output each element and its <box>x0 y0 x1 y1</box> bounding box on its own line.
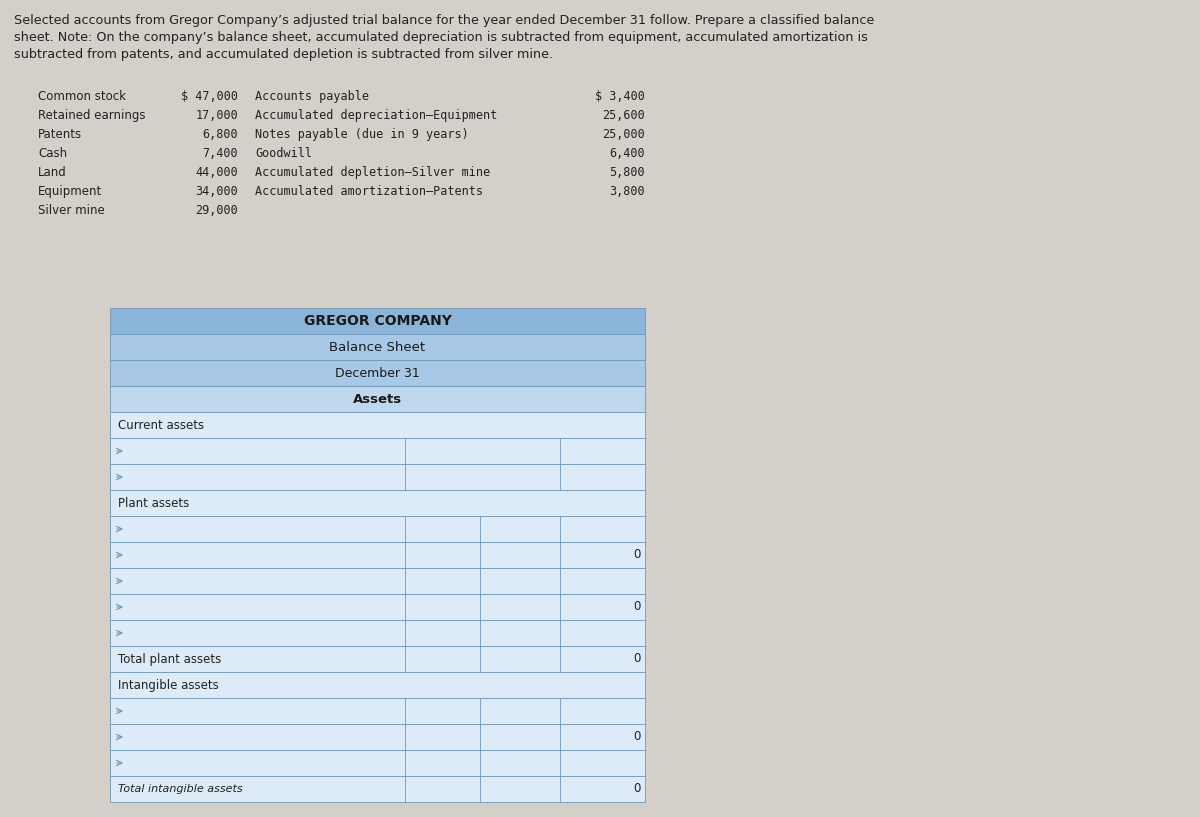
Bar <box>110 308 646 334</box>
Text: Goodwill: Goodwill <box>256 147 312 160</box>
Text: Accumulated depletion–Silver mine: Accumulated depletion–Silver mine <box>256 166 490 179</box>
Text: 29,000: 29,000 <box>196 204 238 217</box>
Bar <box>110 672 646 698</box>
Text: Total intangible assets: Total intangible assets <box>118 784 242 794</box>
Bar <box>110 516 646 542</box>
Bar <box>110 412 646 438</box>
Text: Retained earnings: Retained earnings <box>38 109 145 122</box>
Text: $ 47,000: $ 47,000 <box>181 90 238 103</box>
Text: 0: 0 <box>634 548 641 561</box>
Text: GREGOR COMPANY: GREGOR COMPANY <box>304 314 451 328</box>
Text: 34,000: 34,000 <box>196 185 238 198</box>
Bar <box>110 724 646 750</box>
Bar <box>110 620 646 646</box>
Bar <box>110 698 646 724</box>
Text: Patents: Patents <box>38 128 82 141</box>
Text: 25,600: 25,600 <box>602 109 646 122</box>
Text: Equipment: Equipment <box>38 185 102 198</box>
Bar <box>110 360 646 386</box>
Text: Current assets: Current assets <box>118 418 204 431</box>
Text: 6,800: 6,800 <box>203 128 238 141</box>
Text: 3,800: 3,800 <box>610 185 646 198</box>
Bar <box>110 490 646 516</box>
Text: subtracted from patents, and accumulated depletion is subtracted from silver min: subtracted from patents, and accumulated… <box>14 48 553 61</box>
Bar <box>110 334 646 360</box>
Text: 17,000: 17,000 <box>196 109 238 122</box>
Bar <box>110 542 646 568</box>
Bar <box>110 594 646 620</box>
Text: Total plant assets: Total plant assets <box>118 653 221 666</box>
Text: Accounts payable: Accounts payable <box>256 90 370 103</box>
Text: 0: 0 <box>634 730 641 743</box>
Text: $ 3,400: $ 3,400 <box>595 90 646 103</box>
Text: 0: 0 <box>634 653 641 666</box>
Text: 44,000: 44,000 <box>196 166 238 179</box>
Text: 0: 0 <box>634 600 641 614</box>
Bar <box>110 464 646 490</box>
Bar <box>110 776 646 802</box>
Text: Assets: Assets <box>353 392 402 405</box>
Text: 0: 0 <box>634 783 641 796</box>
Text: 7,400: 7,400 <box>203 147 238 160</box>
Text: Intangible assets: Intangible assets <box>118 678 218 691</box>
Text: 6,400: 6,400 <box>610 147 646 160</box>
Text: Balance Sheet: Balance Sheet <box>330 341 426 354</box>
Text: Selected accounts from Gregor Company’s adjusted trial balance for the year ende: Selected accounts from Gregor Company’s … <box>14 14 875 27</box>
Text: Accumulated amortization–Patents: Accumulated amortization–Patents <box>256 185 482 198</box>
Bar <box>110 750 646 776</box>
Text: 5,800: 5,800 <box>610 166 646 179</box>
Text: Cash: Cash <box>38 147 67 160</box>
Bar <box>110 386 646 412</box>
Text: Common stock: Common stock <box>38 90 126 103</box>
Text: December 31: December 31 <box>335 367 420 380</box>
Text: 25,000: 25,000 <box>602 128 646 141</box>
Bar <box>110 438 646 464</box>
Text: Silver mine: Silver mine <box>38 204 104 217</box>
Bar <box>110 568 646 594</box>
Text: Plant assets: Plant assets <box>118 497 190 510</box>
Text: Notes payable (due in 9 years): Notes payable (due in 9 years) <box>256 128 469 141</box>
Text: Accumulated depreciation–Equipment: Accumulated depreciation–Equipment <box>256 109 497 122</box>
Text: sheet. Note: On the company’s balance sheet, accumulated depreciation is subtrac: sheet. Note: On the company’s balance sh… <box>14 31 868 44</box>
Text: Land: Land <box>38 166 67 179</box>
Bar <box>110 646 646 672</box>
